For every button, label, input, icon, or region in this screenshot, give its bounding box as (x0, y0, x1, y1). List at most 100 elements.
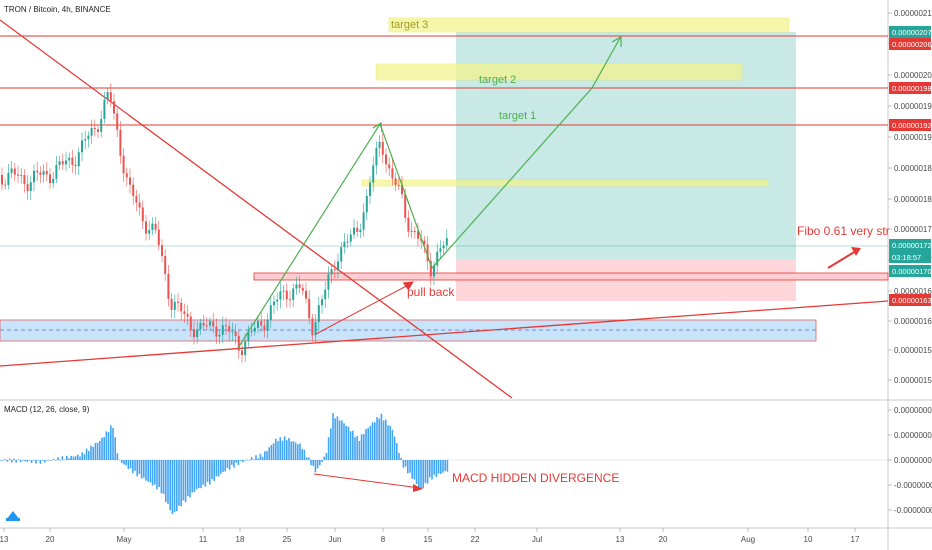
macd-bar (4, 459, 6, 460)
macd-bar (138, 460, 141, 474)
macd-bar (356, 436, 358, 460)
macd-bar (143, 460, 145, 478)
macd-bar (442, 460, 444, 473)
macd-bar (33, 459, 35, 461)
macd-bar (323, 456, 325, 460)
macd-bar (171, 460, 174, 515)
candle-body (404, 194, 407, 218)
macd-bar (154, 460, 156, 485)
candle-body (295, 284, 298, 289)
target3-label: target 3 (391, 19, 428, 31)
uptrend-support-line (0, 300, 889, 367)
macd-bar (44, 460, 46, 463)
macd-bar (277, 441, 279, 460)
candle-body (231, 331, 234, 333)
candle-body (84, 139, 87, 141)
candle-body (58, 161, 61, 165)
candle-body (42, 171, 45, 175)
candle-body (349, 234, 352, 242)
time-axis[interactable]: 13 20 May 11 18 25 Jun 8 15 22 Jul 13 20 Aug 10 17 (0, 528, 860, 544)
macd-bar (396, 443, 398, 460)
macd-bar (206, 460, 209, 482)
macd-tick-label: 0.00000004 (894, 406, 932, 415)
macd-bar (288, 438, 290, 460)
candle-body (410, 231, 413, 233)
green-wave-path (237, 87, 593, 349)
macd-bar (294, 442, 297, 460)
price-tag-label: 0.00000192 (892, 121, 932, 130)
macd-bar (105, 431, 108, 460)
macd-bar (363, 434, 365, 460)
candle-body (180, 302, 183, 312)
time-tick-label: Jul (532, 535, 542, 544)
candle-body (164, 255, 167, 274)
macd-bar (61, 456, 64, 460)
macd-bar (297, 444, 299, 460)
target1-box (361, 179, 769, 187)
candle-body (138, 202, 141, 208)
candle-body (228, 326, 231, 332)
candle-body (423, 240, 426, 245)
candle-body (273, 301, 275, 306)
macd-bar (275, 438, 277, 460)
candle-body (221, 325, 224, 335)
candle-body (298, 284, 301, 288)
macd-bar (255, 455, 257, 460)
macd-bar (145, 460, 147, 481)
macd-bar (308, 457, 310, 460)
candle-body (122, 155, 125, 174)
macd-bar (246, 459, 248, 461)
macd-bar (341, 420, 343, 460)
candle-body (129, 177, 131, 185)
macd-bar (35, 460, 37, 464)
time-tick-label: May (116, 535, 131, 544)
candle-body (397, 184, 400, 186)
macd-bar (96, 442, 99, 460)
candle-body (145, 221, 147, 234)
candle-body (183, 311, 186, 314)
candle-body (199, 322, 202, 330)
macd-bar (48, 460, 50, 461)
candle-body (205, 325, 208, 327)
macd-bar (409, 460, 411, 473)
macd-bar (77, 454, 79, 460)
candle-body (49, 174, 51, 184)
macd-bar (116, 453, 119, 460)
time-tick-label: Jun (329, 535, 342, 544)
macd-bar (321, 460, 323, 462)
price-axis[interactable]: 0.000002100.000002050.000002000.00000195… (888, 9, 932, 385)
time-tick-label: Aug (741, 535, 755, 544)
candle-body (87, 135, 90, 140)
macd-bar (248, 460, 251, 461)
candle-body (317, 305, 320, 323)
candle-body (353, 227, 355, 235)
time-tick-label: 10 (804, 535, 813, 544)
time-tick-label: 15 (424, 535, 433, 544)
price-tag (889, 265, 931, 277)
price-tag-label: 0.00000163 (892, 296, 932, 305)
candle-body (61, 161, 64, 165)
time-tick-label: 11 (199, 535, 208, 544)
macd-bar (198, 460, 200, 488)
candle-body (439, 248, 442, 252)
macd-bar (301, 449, 303, 460)
candle-body (7, 172, 10, 185)
time-tick-label: 17 (851, 535, 860, 544)
macd-bar (334, 418, 336, 460)
macd-bar (8, 458, 11, 460)
macd-bar (393, 436, 396, 460)
candle-body (33, 170, 35, 183)
macd-bar (435, 460, 438, 477)
candle-body (157, 229, 160, 246)
macd-bar (404, 460, 407, 467)
macd-bar (253, 459, 255, 461)
candle-body (10, 168, 13, 173)
macd-bar (433, 460, 435, 475)
candle-body (391, 168, 394, 179)
candle-body (167, 273, 170, 299)
macd-bar (347, 426, 350, 460)
